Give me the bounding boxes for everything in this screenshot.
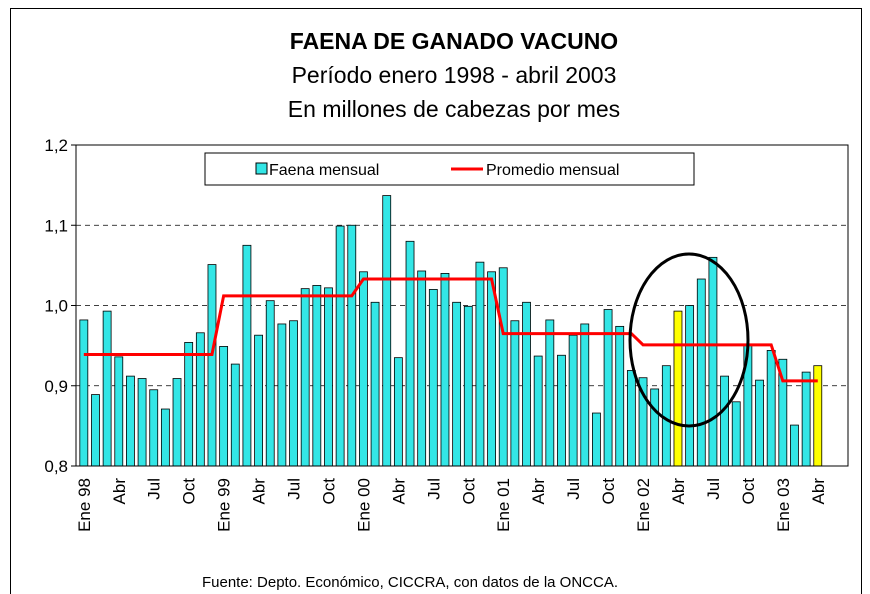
bar: [685, 305, 695, 467]
x-tick-label: Abr: [669, 478, 688, 505]
bar: [137, 378, 147, 467]
chart-title: FAENA DE GANADO VACUNO: [290, 28, 618, 54]
y-tick-label: 1,0: [44, 297, 68, 316]
y-tick-label: 1,1: [44, 216, 68, 235]
bar: [720, 375, 729, 467]
bar: [149, 389, 159, 467]
x-tick-label: Abr: [250, 478, 269, 505]
bar: [114, 356, 124, 467]
legend-label: Promedio mensual: [486, 162, 619, 179]
x-tick-label: Ene 00: [354, 478, 373, 532]
source-note: Fuente: Depto. Económico, CICCRA, con da…: [202, 574, 618, 591]
legend: [204, 152, 695, 186]
bar: [102, 310, 112, 467]
bar: [91, 394, 100, 467]
bar: [487, 271, 496, 467]
x-tick-label: Oct: [599, 478, 618, 505]
bar: [254, 334, 263, 467]
bar: [277, 323, 287, 467]
bar: [731, 401, 741, 467]
bar: [790, 424, 799, 467]
bar: [696, 278, 706, 467]
bar: [498, 267, 508, 467]
bar: [160, 408, 170, 467]
bar: [801, 371, 811, 467]
bar: [626, 370, 636, 467]
legend-label: Faena mensual: [269, 162, 379, 179]
bar: [195, 332, 205, 467]
x-tick-label: Abr: [809, 478, 828, 505]
x-tick-label: Abr: [389, 478, 408, 505]
bar: [207, 264, 217, 467]
bar: [533, 355, 543, 467]
bar: [522, 301, 531, 467]
bar: [184, 342, 194, 467]
bar: [265, 300, 275, 467]
y-tick-label: 1,2: [44, 136, 68, 155]
bar: [475, 261, 485, 467]
bar: [510, 320, 520, 467]
bar: [312, 285, 322, 467]
average-line: [83, 277, 818, 383]
bar: [382, 195, 392, 467]
x-tick-label: Oct: [459, 478, 478, 505]
x-tick-label: Ene 03: [774, 478, 793, 532]
bar: [126, 375, 135, 467]
bar: [359, 271, 368, 467]
bar: [393, 357, 403, 467]
bar: [370, 301, 380, 467]
bar: [300, 288, 310, 467]
x-tick-label: Abr: [110, 478, 129, 505]
bar: [440, 272, 450, 467]
bar: [79, 319, 89, 467]
x-tick-label: Oct: [180, 478, 199, 505]
chart-subtitle: En millones de cabezas por mes: [288, 96, 620, 122]
bar: [650, 388, 660, 467]
x-tick-label: Ene 99: [215, 478, 234, 532]
bar: [592, 412, 601, 467]
x-tick-label: Oct: [739, 478, 758, 505]
bar: [452, 301, 462, 467]
x-tick-label: Jul: [285, 478, 304, 500]
chart-subtitle: Período enero 1998 - abril 2003: [292, 62, 617, 88]
plot-frame: [75, 144, 849, 467]
x-tick-label: Oct: [319, 478, 338, 505]
bar: [289, 320, 298, 467]
x-tick-label: Abr: [529, 478, 548, 505]
annotation-ellipse: [628, 252, 750, 428]
bar: [615, 325, 625, 467]
x-tick-label: Jul: [704, 478, 723, 500]
y-tick-label: 0,9: [44, 377, 68, 396]
legend-swatch: [255, 162, 268, 175]
bar: [557, 354, 566, 467]
bar: [172, 378, 182, 467]
bar: [417, 270, 427, 467]
x-tick-label: Ene 02: [634, 478, 653, 532]
x-tick-label: Ene 98: [75, 478, 94, 532]
bar: [568, 334, 578, 467]
y-tick-label: 0,8: [44, 457, 68, 476]
bar: [708, 256, 718, 467]
bar: [242, 244, 252, 467]
bar: [405, 240, 415, 467]
bar: [347, 224, 357, 467]
bar: [324, 287, 333, 467]
x-tick-label: Jul: [424, 478, 443, 500]
bar: [463, 305, 473, 467]
bar: [755, 379, 764, 467]
x-tick-label: Jul: [564, 478, 583, 500]
bar: [766, 350, 776, 467]
bar: [428, 289, 438, 467]
bar: [580, 323, 590, 467]
bar: [335, 225, 345, 467]
bar: [219, 346, 229, 467]
x-tick-label: Ene 01: [494, 478, 513, 532]
bar: [673, 310, 683, 467]
x-tick-label: Jul: [145, 478, 164, 500]
bar: [230, 363, 240, 467]
bar: [545, 319, 555, 467]
